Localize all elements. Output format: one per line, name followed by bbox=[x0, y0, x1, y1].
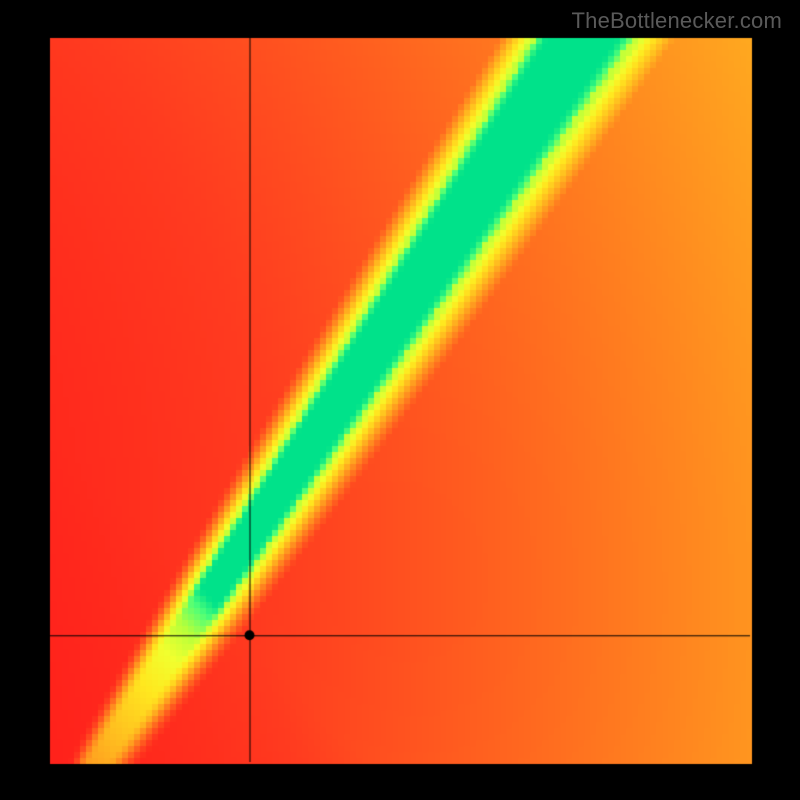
chart-frame bbox=[0, 0, 800, 800]
watermark-text: TheBottlenecker.com bbox=[572, 8, 782, 34]
bottleneck-heatmap bbox=[0, 0, 800, 800]
